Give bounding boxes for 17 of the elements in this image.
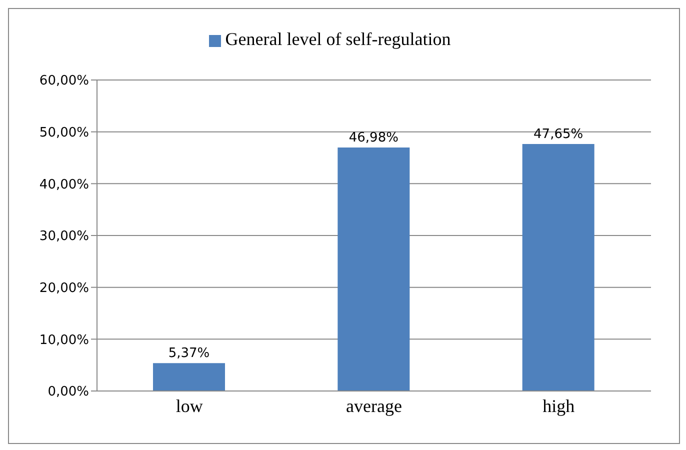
y-tick-label: 10,00%	[39, 332, 89, 348]
bar	[153, 363, 225, 391]
legend-label: General level of self-regulation	[225, 29, 451, 49]
y-tick-label: 20,00%	[39, 280, 89, 296]
data-label: 46,98%	[348, 130, 398, 146]
x-tick-label: low	[176, 396, 203, 416]
data-label: 5,37%	[168, 346, 210, 362]
x-tick-label: high	[542, 396, 575, 416]
y-tick-label: 60,00%	[39, 74, 89, 89]
y-tick-label: 40,00%	[39, 177, 89, 192]
bar	[522, 144, 594, 391]
y-tick-label: 0,00%	[48, 384, 89, 400]
y-tick-label: 50,00%	[39, 125, 89, 140]
data-label: 47,65%	[534, 127, 584, 142]
bar	[338, 147, 410, 391]
x-tick-label: average	[346, 396, 402, 416]
y-tick-label: 30,00%	[39, 229, 89, 244]
